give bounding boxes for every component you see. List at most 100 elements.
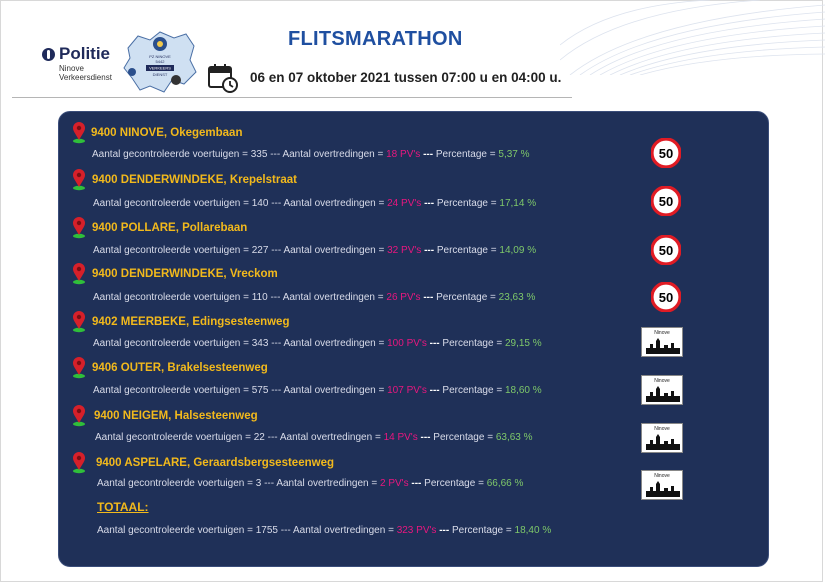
controlled-label: Aantal gecontroleerde voertuigen = [93, 198, 252, 209]
zone-sign-label: Ninove [654, 426, 670, 432]
controlled-count: 3 [255, 478, 262, 489]
violations-label: Aantal overtredingen = [283, 385, 388, 396]
violations-count: 24 PV's [387, 198, 422, 209]
percentage-label: Percentage = [435, 149, 499, 160]
separator: --- [429, 338, 440, 349]
separator: --- [270, 292, 281, 303]
violations-label: Aantal overtredingen = [283, 198, 388, 209]
calendar-clock-icon [208, 64, 238, 93]
speed-limit-50-icon: 50 [651, 282, 681, 312]
violations-label: Aantal overtredingen = [283, 245, 388, 256]
police-zone-map-badge: PZ NINOVE 5442 VERKEERS DIENST [123, 31, 197, 93]
violation-percentage: 63,63 % [495, 432, 533, 443]
skyline-icon [646, 386, 680, 402]
speed-limit-value: 50 [659, 290, 673, 305]
violations-count: 100 PV's [387, 338, 427, 349]
total-percentage: 18,40 % [514, 525, 552, 536]
separator: --- [271, 338, 282, 349]
violation-percentage: 17,14 % [499, 198, 537, 209]
speed-limit-value: 50 [659, 194, 673, 209]
separator: --- [270, 149, 281, 160]
location-pin-icon [73, 452, 85, 474]
total-label: TOTAAL: [97, 500, 149, 514]
separator: --- [423, 292, 434, 303]
percentage-label: Percentage = [436, 292, 499, 303]
controlled-label: Aantal gecontroleerde voertuigen = [93, 292, 252, 303]
location-name: 9400 POLLARE, Pollarebaan [92, 222, 248, 234]
result-stats: Aantal gecontroleerde voertuigen = 227 -… [93, 245, 536, 256]
badge-line-3: VERKEERS [149, 66, 171, 71]
percentage-label: Percentage = [442, 385, 505, 396]
built-up-area-sign-icon: Ninove [641, 327, 683, 357]
percentage-label: Percentage = [424, 478, 487, 489]
controlled-count: 575 [251, 385, 269, 396]
violations-count: 26 PV's [386, 292, 421, 303]
header-decoration [560, 0, 825, 75]
percentage-label: Percentage = [442, 338, 505, 349]
percentage-label: Percentage = [433, 432, 496, 443]
header-divider [12, 97, 572, 98]
separator: --- [271, 245, 282, 256]
result-stats: Aantal gecontroleerde voertuigen = 3 ---… [97, 478, 523, 489]
result-stats: Aantal gecontroleerde voertuigen = 343 -… [93, 338, 542, 349]
location-pin-icon [73, 263, 85, 285]
violations-count: 2 PV's [380, 478, 409, 489]
speed-limit-50-icon: 50 [651, 186, 681, 216]
controlled-label: Aantal gecontroleerde voertuigen = [93, 245, 252, 256]
violation-percentage: 14,09 % [499, 245, 537, 256]
controlled-label: Aantal gecontroleerde voertuigen = [92, 149, 251, 160]
separator: --- [264, 478, 275, 489]
location-name: 9400 NINOVE, Okegembaan [91, 127, 243, 139]
location-name: 9400 NEIGEM, Halsesteenweg [94, 410, 258, 422]
percentage-label: Percentage = [451, 525, 515, 536]
location-name: 9400 DENDERWINDEKE, Krepelstraat [92, 174, 297, 186]
violations-label: Aantal overtredingen = [276, 478, 380, 489]
violation-percentage: 29,15 % [504, 338, 542, 349]
violation-percentage: 5,37 % [498, 149, 530, 160]
violations-count: 32 PV's [387, 245, 422, 256]
speed-limit-value: 50 [659, 243, 673, 258]
location-name: 9406 OUTER, Brakelsesteenweg [92, 362, 268, 374]
built-up-area-sign-icon: Ninove [641, 375, 683, 405]
built-up-area-sign-icon: Ninove [641, 470, 683, 500]
violation-percentage: 23,63 % [498, 292, 536, 303]
skyline-icon [646, 434, 680, 450]
violations-count: 14 PV's [383, 432, 418, 443]
controlled-count: 110 [251, 292, 268, 303]
separator: --- [429, 385, 440, 396]
location-pin-icon [73, 405, 85, 427]
result-stats: Aantal gecontroleerde voertuigen = 22 --… [95, 432, 533, 443]
violations-label: Aantal overtredingen = [293, 525, 397, 536]
separator: --- [424, 198, 435, 209]
violation-percentage: 66,66 % [486, 478, 524, 489]
percentage-label: Percentage = [436, 245, 500, 256]
controlled-count: 227 [251, 245, 269, 256]
date-range: 06 en 07 oktober 2021 tussen 07:00 u en … [250, 70, 562, 85]
skyline-icon [646, 338, 680, 354]
total-controlled: 1755 [255, 525, 278, 536]
separator: --- [439, 525, 450, 536]
location-pin-icon [73, 217, 85, 239]
zone-sign-label: Ninove [654, 473, 670, 479]
logo-name: Politie [59, 44, 111, 63]
controlled-count: 335 [250, 149, 268, 160]
badge-line-2: 5442 [156, 59, 166, 64]
controlled-label: Aantal gecontroleerde voertuigen = [97, 525, 256, 536]
location-pin-icon [73, 357, 85, 379]
location-name: 9402 MEERBEKE, Edingsesteenweg [92, 316, 290, 328]
logo-department: Verkeersdienst [59, 73, 112, 82]
separator: --- [424, 245, 435, 256]
zone-sign-label: Ninove [654, 330, 670, 336]
skyline-icon [646, 481, 680, 497]
controlled-count: 343 [251, 338, 269, 349]
controlled-count: 140 [251, 198, 269, 209]
violations-label: Aantal overtredingen = [279, 432, 384, 443]
total-violations: 323 PV's [396, 525, 437, 536]
violations-label: Aantal overtredingen = [283, 338, 388, 349]
result-stats: Aantal gecontroleerde voertuigen = 140 -… [93, 198, 536, 209]
location-name: 9400 ASPELARE, Geraardsbergsesteenweg [96, 457, 334, 469]
controlled-label: Aantal gecontroleerde voertuigen = [93, 385, 252, 396]
location-pin-icon [73, 169, 85, 191]
controlled-label: Aantal gecontroleerde voertuigen = [97, 478, 256, 489]
violations-count: 107 PV's [387, 385, 427, 396]
